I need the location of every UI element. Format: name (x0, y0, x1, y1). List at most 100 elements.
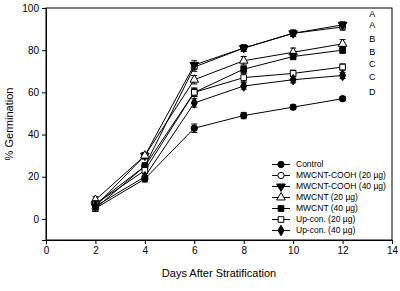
marker (338, 39, 347, 46)
tick: 60 (28, 87, 46, 98)
tick: 40 (28, 129, 46, 140)
annotation: A (369, 20, 375, 30)
tick-mark (42, 92, 46, 93)
annotation: B (369, 34, 375, 44)
legend-item: Control (272, 159, 324, 169)
tick-mark (42, 135, 46, 136)
legend-item: MWCNT (40 µg) (272, 203, 358, 213)
annotation: B (369, 47, 375, 57)
marker (239, 46, 248, 53)
error-bar (241, 66, 247, 72)
tick-label: 10 (288, 245, 300, 256)
legend-label: MWCNT-COOH (20 µg) (296, 170, 386, 180)
error-bar (241, 112, 247, 118)
y-axis-title: % Germination (3, 88, 15, 161)
tick-mark (194, 240, 195, 244)
marker (92, 201, 98, 212)
tick-mark (145, 240, 146, 244)
tick-mark (95, 240, 96, 244)
legend-item: Up-con. (40 µg) (272, 225, 355, 236)
error-bar (191, 124, 197, 132)
tick-mark (42, 219, 46, 220)
tick: 6 (192, 240, 198, 256)
tick: 80 (28, 45, 46, 56)
marker (340, 47, 346, 53)
legend-marker (277, 193, 286, 200)
marker (142, 171, 148, 182)
tick-label: 80 (28, 45, 40, 56)
legend-marker (278, 217, 284, 223)
legend-marker (277, 184, 286, 191)
legend-label: Up-con. (40 µg) (296, 225, 355, 235)
x-axis-title: Days After Stratification (162, 267, 276, 279)
legend-label: MWCNT-COOH (40 µg) (296, 181, 386, 191)
legend-marker (278, 172, 284, 178)
annotation: A (369, 9, 375, 19)
tick-label: 12 (338, 245, 350, 256)
tick-label: 4 (143, 245, 149, 256)
tick-mark (244, 240, 245, 244)
marker (290, 74, 296, 85)
legend-item: MWCNT (20 µg) (272, 192, 358, 202)
annotation: C (369, 59, 376, 69)
tick-label: 40 (28, 129, 40, 140)
marker (338, 22, 347, 29)
marker (289, 31, 298, 38)
marker (241, 66, 247, 72)
legend-marker (278, 225, 284, 236)
tick: 8 (241, 240, 247, 256)
error-bar (191, 88, 197, 96)
legend-label: MWCNT (40 µg) (296, 203, 358, 213)
marker (239, 56, 248, 63)
tick: 2 (93, 240, 99, 256)
legend-item: Up-con. (20 µg) (272, 214, 355, 224)
tick-mark (42, 177, 46, 178)
tick-mark (42, 8, 46, 9)
tick-label: 8 (241, 245, 247, 256)
marker (290, 54, 296, 60)
tick: 14 (387, 240, 399, 256)
legend-item: MWCNT-COOH (40 µg) (272, 181, 386, 192)
marker (190, 62, 199, 69)
legend-marker (278, 206, 284, 212)
tick: 20 (28, 171, 46, 182)
legend-label: Up-con. (20 µg) (296, 214, 355, 224)
legend-label: MWCNT (20 µg) (296, 192, 358, 202)
error-bar (290, 53, 296, 59)
tick: 0 (33, 214, 46, 225)
tick-mark (42, 50, 46, 51)
marker (290, 104, 296, 110)
legend: ControlMWCNT-COOH (20 µg)MWCNT-COOH (40 … (272, 159, 386, 236)
tick-label: 100 (22, 3, 39, 14)
marker (141, 151, 150, 158)
tick-mark (293, 240, 294, 244)
error-bar (191, 88, 197, 96)
axis-line (42, 9, 47, 241)
marker (191, 90, 197, 96)
marker (241, 81, 247, 92)
legend-item: MWCNT-COOH (20 µg) (272, 170, 386, 180)
marker (191, 90, 197, 96)
tick-label: 20 (28, 171, 40, 182)
legend-marker (278, 161, 284, 167)
x-axis: 0 2 4 6 8 10 12 14 (44, 240, 399, 256)
tick-label: 0 (33, 214, 39, 225)
axis-line (47, 241, 393, 245)
marker (340, 70, 346, 81)
marker (241, 75, 247, 81)
tick-label: 2 (93, 245, 99, 256)
legend-label: Control (296, 159, 324, 169)
tick-label: 6 (192, 245, 198, 256)
marker (191, 125, 197, 131)
annotation: C (369, 72, 376, 82)
marker (340, 64, 346, 70)
tick-label: 0 (44, 245, 50, 256)
tick-label: 60 (28, 87, 40, 98)
y-axis: 0 20 40 60 80 100 (22, 3, 46, 241)
tick: 10 (288, 240, 300, 256)
tick: 0 (44, 240, 50, 256)
tick-label: 14 (387, 245, 399, 256)
marker (191, 98, 197, 109)
marker (339, 95, 345, 101)
tick: 4 (143, 240, 149, 256)
